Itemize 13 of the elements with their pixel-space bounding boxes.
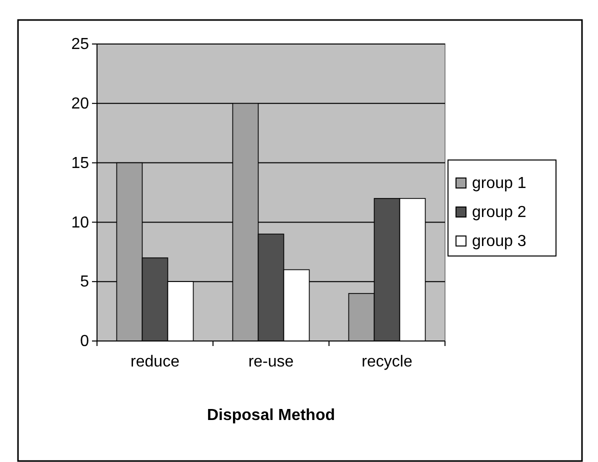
y-tick-label: 15 — [71, 154, 90, 172]
legend-label: group 3 — [472, 233, 526, 250]
legend-label: group 1 — [472, 175, 526, 192]
y-tick-label: 5 — [80, 274, 90, 291]
y-tick-label: 25 — [71, 36, 90, 54]
x-tick-label: recycle — [362, 353, 412, 370]
x-tick-label: reduce — [130, 353, 180, 370]
legend-label: group 2 — [472, 204, 526, 221]
x-axis-title: Disposal Method — [206, 407, 336, 424]
y-tick-label: 0 — [80, 333, 90, 350]
y-tick-label: 10 — [71, 214, 90, 232]
y-tick-label: 20 — [71, 96, 90, 113]
x-tick-label: re-use — [248, 353, 294, 370]
